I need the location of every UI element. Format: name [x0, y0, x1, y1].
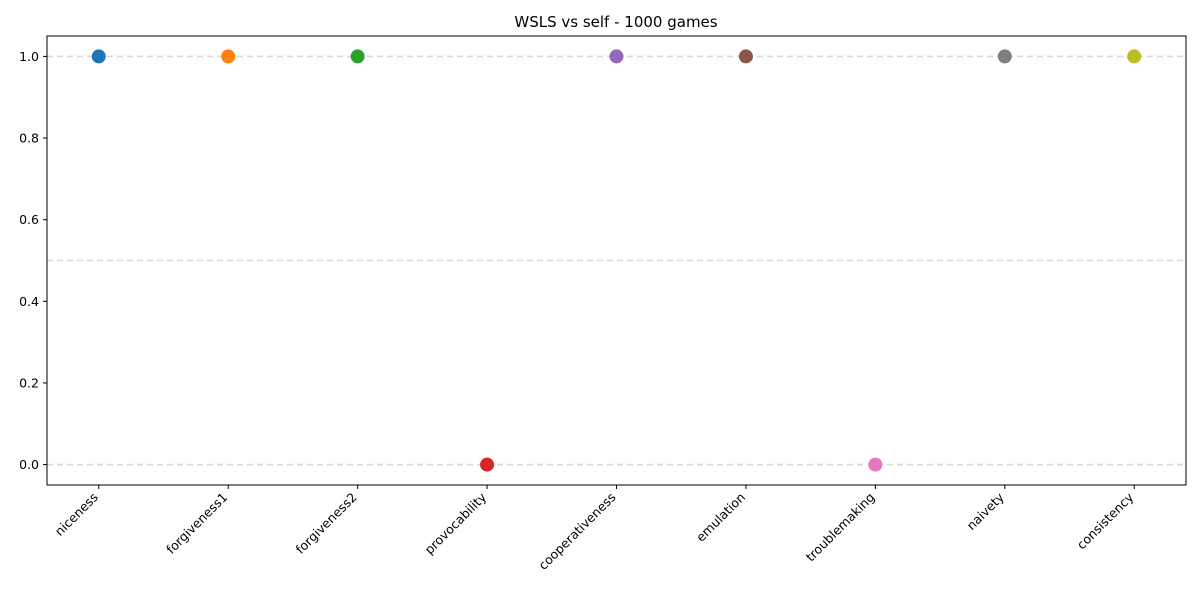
data-point-naivety	[997, 49, 1012, 64]
data-point-emulation	[738, 49, 753, 64]
x-tick-label-provocability: provocability	[422, 489, 490, 557]
x-tick-label-emulation: emulation	[693, 490, 748, 545]
data-point-cooperativeness	[609, 49, 624, 64]
data-points	[91, 49, 1142, 472]
y-tick-label: 1.0	[19, 49, 39, 64]
data-point-forgiveness2	[350, 49, 365, 64]
reference-lines	[47, 55, 1186, 466]
x-axis: niceness forgiveness1 forgiveness2 provocab…	[52, 485, 1137, 573]
data-point-provocability	[480, 457, 495, 472]
y-tick-label: 0.4	[19, 294, 39, 309]
x-tick-label-niceness: niceness	[52, 490, 101, 539]
x-tick-label-troublemaking: troublemaking	[803, 490, 878, 565]
chart-title: WSLS vs self - 1000 games	[514, 13, 717, 31]
y-axis: 0.0 0.2 0.4 0.6 0.8 1.0	[19, 49, 47, 472]
x-tick-label-naivety: naivety	[963, 489, 1007, 533]
y-tick-label: 0.2	[19, 375, 39, 390]
data-point-niceness	[91, 49, 106, 64]
data-point-forgiveness1	[221, 49, 236, 64]
y-tick-label: 0.6	[19, 212, 39, 227]
y-tick-label: 0.0	[19, 457, 39, 472]
data-point-troublemaking	[868, 457, 883, 472]
x-tick-label-cooperativeness: cooperativeness	[535, 490, 618, 573]
data-point-consistency	[1127, 49, 1142, 64]
y-tick-label: 0.8	[19, 131, 39, 146]
x-tick-label-forgiveness2: forgiveness2	[293, 490, 360, 557]
x-tick-label-consistency: consistency	[1074, 489, 1137, 552]
x-tick-label-forgiveness1: forgiveness1	[163, 490, 230, 557]
